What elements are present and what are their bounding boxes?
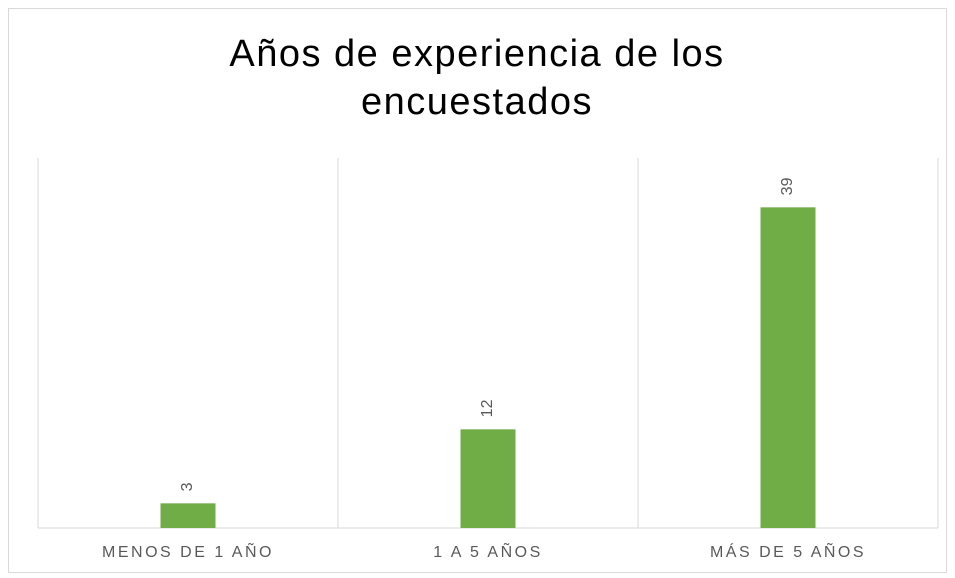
- x-tick-label: MÁS DE 5 AÑOS: [710, 541, 866, 561]
- bar: [160, 503, 216, 528]
- bar: [460, 429, 516, 528]
- x-tick-label: MENOS DE 1 AÑO: [102, 541, 274, 561]
- data-label: 3: [179, 482, 196, 491]
- data-label: 39: [779, 177, 796, 195]
- chart-title: Años de experiencia de los encuestados: [229, 33, 725, 123]
- bar: [760, 207, 816, 529]
- x-tick-label: 1 A 5 AÑOS: [433, 541, 543, 561]
- data-label: 12: [479, 399, 496, 417]
